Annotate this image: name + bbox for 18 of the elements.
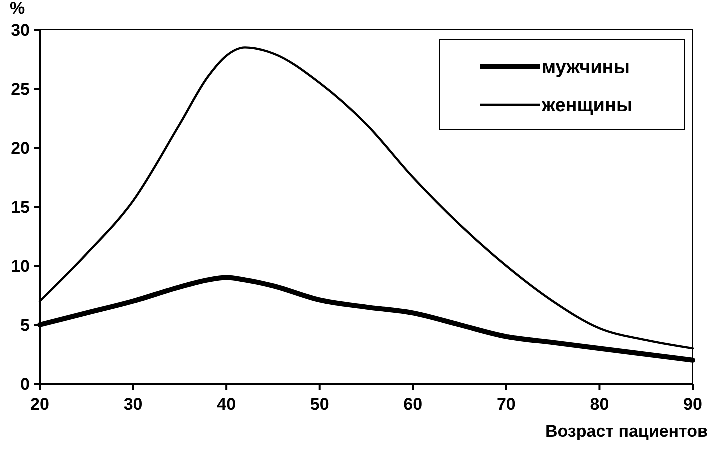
y-tick-label: 15 — [11, 198, 30, 217]
legend-label: мужчины — [542, 58, 630, 79]
x-tick-label: 50 — [310, 395, 330, 414]
x-tick-label: 70 — [496, 395, 516, 414]
y-tick-label: 20 — [11, 138, 30, 158]
y-tick-label: 25 — [11, 80, 30, 99]
x-tick-label: 40 — [217, 395, 236, 414]
y-axis-title: % — [10, 0, 26, 18]
y-tick-label: 5 — [20, 316, 30, 335]
x-tick-label: 90 — [684, 395, 702, 414]
x-tick-label: 60 — [404, 395, 423, 414]
y-tick-label: 10 — [11, 256, 30, 276]
x-tick-label: 30 — [124, 395, 143, 414]
legend-label: женщины — [541, 96, 633, 117]
y-tick-label: 0 — [20, 374, 30, 394]
x-tick-label: 80 — [590, 395, 610, 414]
y-tick-label: 30 — [11, 20, 30, 40]
x-axis-title: Возраст пациентов — [545, 422, 708, 441]
